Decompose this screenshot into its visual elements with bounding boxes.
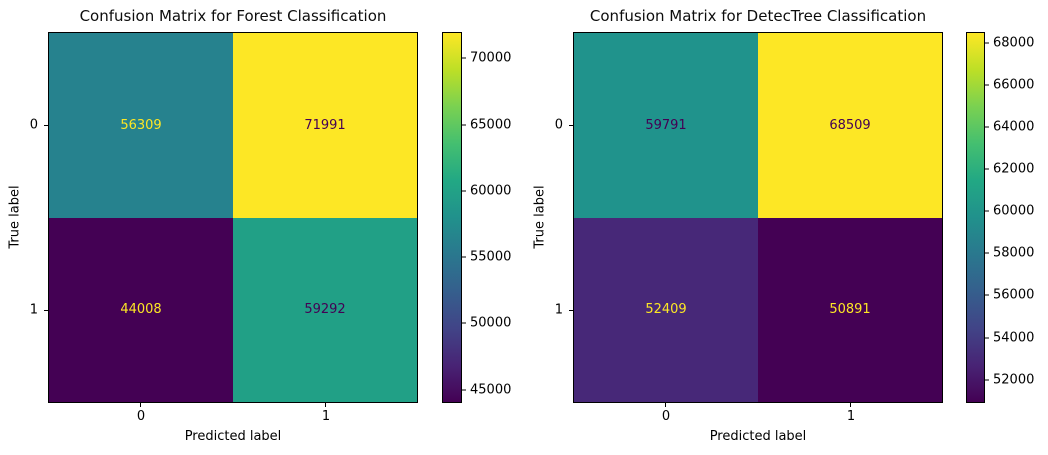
y-axis-label: True label bbox=[7, 185, 23, 249]
cell-value: 59292 bbox=[304, 302, 346, 318]
colorbar-tick-label: 55000 bbox=[470, 249, 512, 265]
colorbar-tick-label: 66000 bbox=[993, 77, 1035, 93]
y-axis-label: True label bbox=[532, 185, 548, 249]
cell-value: 50891 bbox=[829, 302, 871, 318]
colorbar-tick-mark bbox=[462, 190, 466, 192]
matrix-cell-1-0: 44008 bbox=[49, 217, 233, 402]
x-tick-mark bbox=[140, 403, 141, 407]
colorbar-tick-label: 64000 bbox=[993, 119, 1035, 135]
matrix-cell-1-0: 52409 bbox=[574, 217, 758, 402]
cell-value: 44008 bbox=[120, 302, 162, 318]
colorbar-tick: 45000 bbox=[462, 383, 511, 398]
colorbar-tick-label: 68000 bbox=[993, 35, 1035, 51]
colorbar-tick: 62000 bbox=[985, 162, 1034, 177]
chart-title: Confusion Matrix for Forest Classificati… bbox=[79, 7, 387, 25]
colorbar-tick-mark bbox=[985, 84, 989, 86]
colorbar-tick: 54000 bbox=[985, 331, 1034, 346]
colorbar-tick-label: 58000 bbox=[993, 245, 1035, 261]
colorbar-tick: 60000 bbox=[985, 204, 1034, 219]
colorbar-tick: 58000 bbox=[985, 246, 1034, 261]
y-tick-mark bbox=[44, 125, 48, 126]
y-tick-label-1: 1 bbox=[554, 302, 563, 318]
colorbar-tick-label: 52000 bbox=[993, 372, 1035, 388]
y-tick-mark bbox=[44, 310, 48, 311]
colorbar-tick-mark bbox=[985, 294, 989, 296]
x-axis-label: Predicted label bbox=[184, 429, 282, 444]
colorbar-tick: 70000 bbox=[462, 51, 511, 66]
colorbar-tick: 65000 bbox=[462, 118, 511, 133]
x-tick-label-0: 0 bbox=[136, 409, 146, 424]
colorbar-tick-mark bbox=[985, 337, 989, 339]
cell-value: 68509 bbox=[829, 117, 871, 133]
cell-value: 56309 bbox=[120, 117, 162, 133]
matrix-cell-0-0: 59791 bbox=[574, 33, 758, 218]
colorbar-tick-label: 56000 bbox=[993, 287, 1035, 303]
y-tick-label-0: 0 bbox=[554, 117, 563, 133]
x-tick-label-1: 1 bbox=[321, 409, 331, 424]
colorbar-tick-mark bbox=[462, 124, 466, 126]
y-tick-label-1: 1 bbox=[29, 302, 38, 318]
cell-value: 71991 bbox=[304, 117, 346, 133]
colorbar-tick-mark bbox=[985, 379, 989, 381]
colorbar-tick-label: 54000 bbox=[993, 330, 1035, 346]
colorbar-tick: 68000 bbox=[985, 36, 1034, 51]
colorbar-tick-mark bbox=[985, 126, 989, 128]
colorbar-forest bbox=[442, 32, 462, 403]
colorbar-tick-mark bbox=[985, 252, 989, 254]
x-tick-label-1: 1 bbox=[846, 409, 856, 424]
colorbar-tick: 66000 bbox=[985, 78, 1034, 93]
colorbar-tick-label: 60000 bbox=[993, 203, 1035, 219]
matrix-cell-1-1: 59292 bbox=[233, 217, 417, 402]
colorbar-tick-mark bbox=[462, 389, 466, 391]
y-tick-mark bbox=[569, 125, 573, 126]
colorbar-tick-label: 45000 bbox=[470, 382, 512, 398]
colorbar-tick-label: 50000 bbox=[470, 315, 512, 331]
colorbar-tick-mark bbox=[462, 256, 466, 258]
colorbar-tick-label: 62000 bbox=[993, 161, 1035, 177]
x-tick-label-0: 0 bbox=[661, 409, 671, 424]
colorbar-tick-mark bbox=[985, 168, 989, 170]
chart-title: Confusion Matrix for DetecTree Classific… bbox=[589, 7, 927, 25]
matrix-cell-0-1: 68509 bbox=[758, 33, 942, 218]
colorbar-tick-label: 60000 bbox=[470, 183, 512, 199]
colorbar-tick-label: 65000 bbox=[470, 117, 512, 133]
matrix-cell-0-0: 56309 bbox=[49, 33, 233, 218]
confusion-matrix-forest: 56309 71991 44008 59292 bbox=[48, 32, 418, 403]
colorbar-tick-mark bbox=[462, 57, 466, 59]
colorbar-tick: 52000 bbox=[985, 373, 1034, 388]
y-tick-mark bbox=[569, 310, 573, 311]
x-tick-mark bbox=[850, 403, 851, 407]
matrix-cell-0-1: 71991 bbox=[233, 33, 417, 218]
colorbar-detectree bbox=[966, 32, 985, 403]
colorbar-tick: 56000 bbox=[985, 288, 1034, 303]
colorbar-tick-mark bbox=[462, 322, 466, 324]
cell-value: 59791 bbox=[645, 117, 687, 133]
colorbar-tick-mark bbox=[985, 42, 989, 44]
colorbar-tick: 60000 bbox=[462, 184, 511, 199]
x-axis-label: Predicted label bbox=[709, 429, 807, 444]
x-tick-mark bbox=[325, 403, 326, 407]
colorbar-tick-mark bbox=[985, 210, 989, 212]
colorbar-tick: 64000 bbox=[985, 120, 1034, 135]
confusion-matrix-detectree: 59791 68509 52409 50891 bbox=[573, 32, 943, 403]
colorbar-tick-label: 70000 bbox=[470, 50, 512, 66]
colorbar-tick: 55000 bbox=[462, 250, 511, 265]
y-tick-label-0: 0 bbox=[29, 117, 38, 133]
colorbar-tick: 50000 bbox=[462, 316, 511, 331]
cell-value: 52409 bbox=[645, 302, 687, 318]
x-tick-mark bbox=[665, 403, 666, 407]
matrix-cell-1-1: 50891 bbox=[758, 217, 942, 402]
